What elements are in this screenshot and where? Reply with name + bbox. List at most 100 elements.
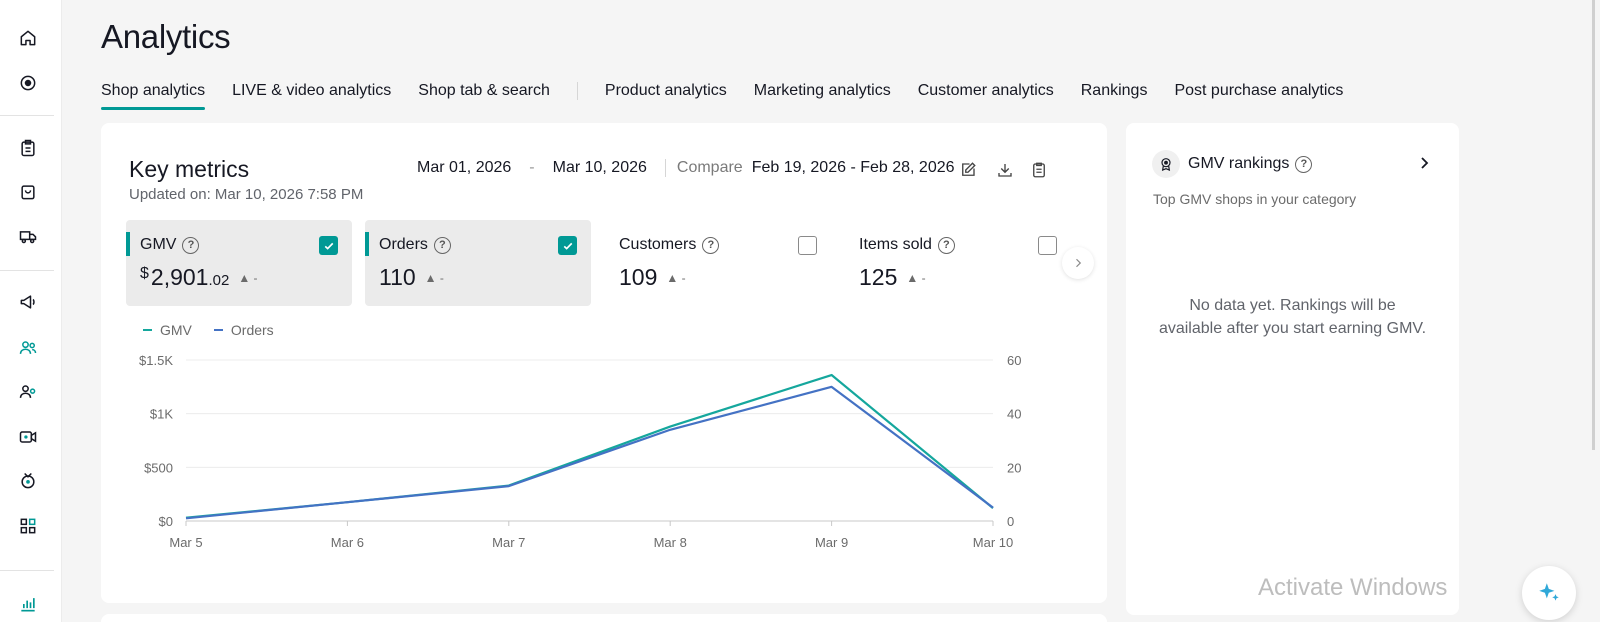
metric-items-sold[interactable]: Items sold? 125 ▲ - <box>845 220 1071 306</box>
metric-checkbox[interactable] <box>1038 236 1057 255</box>
gmv-rankings-card: GMV rankings ? Top GMV shops in your cat… <box>1126 123 1459 615</box>
x-tick-label: Mar 10 <box>973 535 1013 550</box>
metric-orders[interactable]: Orders? 110 ▲ - <box>365 220 591 306</box>
y-left-tick-label: $1.5K <box>139 353 173 368</box>
shopping-bag-icon[interactable] <box>14 178 42 206</box>
metric-checkbox[interactable] <box>319 236 338 255</box>
compass-icon[interactable] <box>14 69 42 97</box>
page-title: Analytics <box>101 18 231 55</box>
updated-timestamp: Updated on: Mar 10, 2026 7:58 PM <box>129 186 364 203</box>
help-icon[interactable]: ? <box>433 236 451 254</box>
key-metrics-card: Key metrics Updated on: Mar 10, 2026 7:5… <box>101 123 1107 603</box>
edit-icon[interactable] <box>957 159 979 181</box>
analytics-icon[interactable] <box>14 590 42 618</box>
trend-indicator: ▲ - <box>666 271 686 285</box>
trend-indicator: ▲ - <box>906 271 926 285</box>
sidebar-divider <box>0 570 54 571</box>
chevron-right-icon[interactable] <box>1416 155 1432 171</box>
download-icon[interactable] <box>994 159 1016 181</box>
clipboard-icon[interactable] <box>14 134 42 162</box>
next-card-edge <box>101 614 1107 622</box>
sidebar <box>0 0 62 622</box>
apps-icon[interactable] <box>14 512 42 540</box>
report-icon[interactable] <box>1028 159 1050 181</box>
compare-range[interactable]: Feb 19, 2026 - Feb 28, 2026 <box>751 159 955 176</box>
tab-rankings[interactable]: Rankings <box>1080 82 1148 99</box>
y-left-tick-label: $1K <box>150 407 173 422</box>
y-right-tick-label: 60 <box>1007 353 1021 368</box>
metric-label: Items sold? <box>859 236 955 254</box>
tab-product-analytics[interactable]: Product analytics <box>604 82 727 99</box>
sidebar-divider <box>0 115 54 116</box>
date-start[interactable]: Mar 01, 2026 <box>417 159 512 176</box>
help-icon[interactable]: ? <box>1295 155 1313 173</box>
metric-label: Customers? <box>619 236 720 254</box>
legend-gmv[interactable]: GMV <box>143 322 192 338</box>
x-tick-label: Mar 7 <box>492 535 525 550</box>
series-line-gmv <box>185 373 994 519</box>
gmv-orders-line-chart: $0 $500 $1K $1.5K 0 20 40 60 Mar 5 Mar 6 Mar 7 Mar … <box>139 353 1021 550</box>
help-icon[interactable]: ? <box>702 236 720 254</box>
truck-icon[interactable] <box>14 222 42 250</box>
x-tick-label: Mar 8 <box>654 535 687 550</box>
chart-legend: GMV Orders <box>143 322 296 338</box>
trend-indicator: ▲ - <box>424 271 444 285</box>
date-end[interactable]: Mar 10, 2026 <box>552 159 647 176</box>
tab-marketing-analytics[interactable]: Marketing analytics <box>753 82 891 99</box>
tab-post-purchase-analytics[interactable]: Post purchase analytics <box>1174 82 1344 99</box>
x-tick-label: Mar 5 <box>169 535 202 550</box>
ranking-badge-icon <box>1152 150 1180 178</box>
empty-state-message: No data yet. Rankings will be available … <box>1158 297 1427 337</box>
gmv-rankings-header[interactable]: GMV rankings ? <box>1152 150 1313 178</box>
metric-value: 125 ▲ - <box>859 264 926 290</box>
live-stream-icon[interactable] <box>14 467 42 495</box>
analytics-tabs: Shop analytics LIVE & video analytics Sh… <box>101 80 1370 110</box>
gmv-rankings-title: GMV rankings <box>1188 155 1290 172</box>
x-tick-label: Mar 9 <box>815 535 848 550</box>
series-line-orders <box>185 385 994 520</box>
metric-customers[interactable]: Customers? 109 ▲ - <box>605 220 831 306</box>
help-icon[interactable]: ? <box>937 236 955 254</box>
ai-assistant-button[interactable] <box>1522 566 1576 620</box>
legend-swatch <box>213 329 223 331</box>
key-metrics-title: Key metrics <box>129 156 250 182</box>
scrollbar[interactable] <box>1592 0 1595 450</box>
compare-label: Compare <box>676 159 743 176</box>
y-left-tick-label: $0 <box>159 514 173 529</box>
metric-gmv[interactable]: GMV? $2,901.02 ▲ - <box>126 220 352 306</box>
date-separator: - <box>529 159 535 176</box>
legend-swatch <box>143 329 152 331</box>
help-icon[interactable]: ? <box>182 236 200 254</box>
y-right-tick-label: 40 <box>1007 407 1021 422</box>
legend-orders[interactable]: Orders <box>213 322 274 338</box>
activate-windows-watermark: Activate Windows <box>1258 574 1448 601</box>
metric-label: GMV? <box>140 236 200 254</box>
tab-shop-analytics[interactable]: Shop analytics <box>101 80 206 110</box>
tab-shop-tab-search[interactable]: Shop tab & search <box>418 82 550 99</box>
x-tick-label: Mar 6 <box>331 535 364 550</box>
y-right-tick-label: 0 <box>1007 514 1014 529</box>
date-range-picker[interactable]: Mar 01, 2026 - Mar 10, 2026 Compare Feb … <box>417 159 955 177</box>
metric-value: $2,901.02 ▲ - <box>140 264 258 290</box>
metric-checkbox[interactable] <box>798 236 817 255</box>
y-left-tick-label: $500 <box>144 460 173 475</box>
home-icon[interactable] <box>14 24 42 52</box>
sparkle-icon <box>1539 583 1559 601</box>
sidebar-divider <box>0 270 54 271</box>
video-icon[interactable] <box>14 423 42 451</box>
next-metrics-button[interactable] <box>1062 247 1094 279</box>
megaphone-icon[interactable] <box>14 288 42 316</box>
metric-label: Orders? <box>379 236 451 254</box>
user-group-icon[interactable] <box>14 378 42 406</box>
gmv-rankings-subtitle: Top GMV shops in your category <box>1153 191 1357 207</box>
tab-live-video-analytics[interactable]: LIVE & video analytics <box>232 82 392 99</box>
trend-indicator: ▲ - <box>238 271 258 285</box>
metric-value: 110 ▲ - <box>379 264 444 290</box>
tab-separator <box>576 82 578 100</box>
users-icon[interactable] <box>14 334 42 362</box>
y-right-tick-label: 20 <box>1007 460 1021 475</box>
divider <box>664 159 666 177</box>
tab-customer-analytics[interactable]: Customer analytics <box>917 82 1054 99</box>
metric-value: 109 ▲ - <box>619 264 686 290</box>
metric-checkbox[interactable] <box>558 236 577 255</box>
